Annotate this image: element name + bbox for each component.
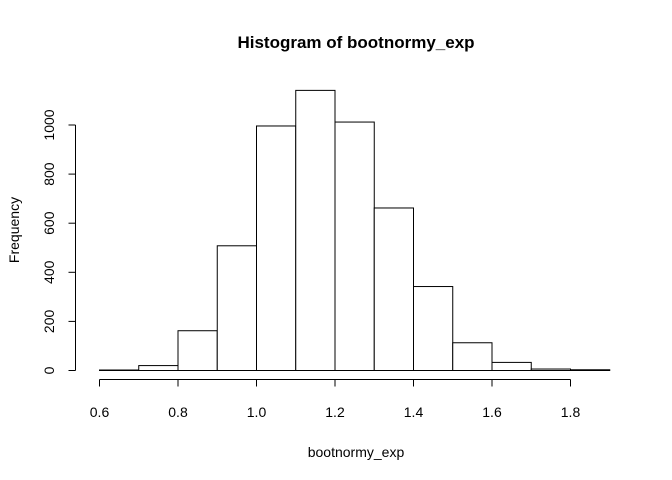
x-axis: 0.6 0.8 1.0 1.2 1.4 1.6 1.8	[90, 379, 581, 420]
y-tick-label-1: 200	[41, 310, 57, 334]
y-tick-label-4: 800	[41, 162, 57, 186]
x-tick-label-4: 1.4	[404, 404, 424, 420]
y-axis: 0 200 400 600 800 1000	[41, 109, 76, 374]
histogram-bar-6	[334, 121, 375, 371]
x-tick-label-0: 0.6	[90, 404, 110, 420]
histogram-bar-8	[413, 286, 454, 372]
histogram-bar-9	[452, 342, 493, 372]
x-tick-label-1: 0.8	[168, 404, 188, 420]
histogram-bar-5	[295, 89, 336, 371]
histogram-bar-3	[216, 245, 257, 371]
x-tick-label-2: 1.0	[247, 404, 267, 420]
histogram-bar-10	[491, 361, 532, 371]
histogram-bar-11	[530, 368, 571, 371]
chart-title: Histogram of bootnormy_exp	[237, 33, 474, 52]
x-tick-label-5: 1.6	[482, 404, 502, 420]
histogram-bar-4	[256, 125, 297, 372]
x-tick-label-6: 1.8	[561, 404, 581, 420]
y-tick-label-0: 0	[41, 366, 57, 374]
y-axis-label: Frequency	[6, 197, 22, 263]
y-tick-label-2: 400	[41, 260, 57, 284]
histogram-bar-2	[177, 330, 218, 372]
histogram-bar-12	[570, 369, 611, 372]
y-tick-label-5: 1000	[41, 109, 57, 140]
x-axis-label: bootnormy_exp	[308, 444, 405, 460]
histogram-bar-1	[138, 365, 179, 371]
bars-group	[99, 89, 611, 372]
histogram-bar-7	[373, 207, 414, 371]
x-tick-label-3: 1.2	[325, 404, 345, 420]
y-tick-label-3: 600	[41, 211, 57, 235]
